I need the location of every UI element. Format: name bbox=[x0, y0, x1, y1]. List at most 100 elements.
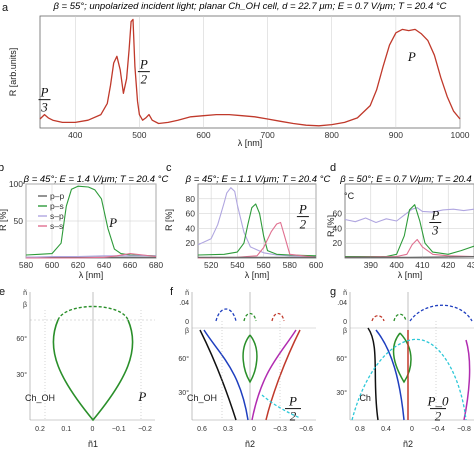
annotation-pitch-numerator: P bbox=[40, 85, 49, 100]
x-tick-label: −0.1 bbox=[112, 426, 126, 433]
annotation-phase-label: Ch_OH bbox=[187, 393, 217, 403]
series-c bbox=[197, 187, 317, 259]
panel-label-f: f bbox=[170, 286, 174, 298]
series-line-s–s bbox=[344, 238, 474, 258]
series-a bbox=[39, 18, 461, 127]
x-ticks-d: 390 400 410 420 430 bbox=[364, 260, 474, 270]
x-axis-label-d: λ [nm] bbox=[398, 270, 423, 280]
solution-branch-curve bbox=[251, 329, 297, 421]
legend-entry: s–s bbox=[50, 221, 63, 231]
series-line-s–p bbox=[25, 255, 156, 258]
chart-f: 0.6 0.3 0 −0.3 −0.6 ñ .04 0 β 60° 30° ñ2 Ch_OH P2 bbox=[178, 290, 316, 449]
annotation-pitch-denominator: 2 bbox=[435, 409, 442, 424]
plot-frame-c bbox=[197, 183, 317, 259]
solution-branch-curve bbox=[199, 329, 237, 421]
x-tick-label: 520 bbox=[204, 260, 218, 270]
y-tick-label: 80 bbox=[186, 194, 196, 204]
x-tick-label: 0 bbox=[252, 426, 256, 433]
legend-entry: p–p bbox=[50, 191, 64, 201]
annotation-pitch-numerator: P bbox=[139, 57, 148, 72]
x-axis-label-c: λ [nm] bbox=[245, 270, 270, 280]
y-ticks-g: ñ .04 0 β 60° 30° bbox=[336, 290, 347, 397]
y-tick-label: 60° bbox=[16, 335, 27, 343]
annotation-pitch: P bbox=[137, 389, 146, 404]
annotation-phase-label: Ch bbox=[359, 393, 371, 403]
y-axis-label-c: R [%] bbox=[164, 209, 174, 231]
annotations-f: Ch_OH P2 bbox=[187, 393, 301, 424]
x-tick-label: 620 bbox=[71, 260, 85, 270]
y-tick-label: ñ bbox=[23, 290, 27, 297]
grid-d bbox=[345, 184, 474, 258]
y-tick-label: 30° bbox=[16, 371, 27, 379]
x-tick-label: 0 bbox=[91, 426, 95, 433]
annotation-pitch-denominator: 2 bbox=[141, 72, 148, 87]
panel-label-e: e bbox=[0, 286, 5, 298]
solution-branch-curve bbox=[392, 332, 412, 384]
annotation-pitch-denominator: 2 bbox=[290, 409, 297, 424]
x-tick-label: 1000 bbox=[451, 130, 470, 140]
y-tick-label: 30° bbox=[178, 389, 189, 397]
annotations-c: P2 bbox=[296, 202, 309, 232]
solution-branch-curve bbox=[463, 339, 471, 421]
grid-b bbox=[25, 183, 157, 258]
x-tick-label: −0.3 bbox=[273, 426, 287, 433]
series-line-s–s bbox=[26, 253, 157, 259]
grid-c bbox=[198, 184, 317, 258]
complex-branch-curve bbox=[409, 304, 473, 322]
y-tick-label: ñ bbox=[343, 290, 347, 297]
x-axis-label-e: ñ1 bbox=[88, 439, 98, 449]
annotations-d: P3 bbox=[429, 208, 442, 238]
complex-branch-curve bbox=[393, 313, 407, 322]
chart-title-d: β = 50°; E = 0.7 V/μm; T = 20.4 bbox=[339, 174, 471, 185]
annotations-g: Ch P_02 bbox=[359, 393, 449, 424]
y-tick-label: .04 bbox=[179, 300, 189, 307]
annotation-pitch-numerator: P bbox=[298, 202, 307, 217]
legend-entry: s–p bbox=[50, 211, 64, 221]
solution-branch-curve bbox=[375, 329, 405, 421]
x-tick-label: 420 bbox=[441, 260, 455, 270]
y-tick-label: β bbox=[23, 302, 27, 309]
annotation-pitch: P bbox=[407, 49, 416, 64]
solution-branch-curve bbox=[242, 334, 258, 384]
x-ticks-b: 580 600 620 640 660 680 bbox=[19, 260, 163, 270]
annotation-pitch-denominator: 2 bbox=[300, 217, 307, 232]
x-tick-label: 410 bbox=[415, 260, 429, 270]
annotations-b: P bbox=[108, 215, 117, 230]
panel-label-b: b bbox=[0, 162, 4, 174]
x-tick-label: 0.3 bbox=[223, 426, 233, 433]
annotation-phase-label: Ch_OH bbox=[25, 393, 55, 403]
y-axis-label-b: R [%] bbox=[0, 209, 8, 231]
y-tick-label: 60 bbox=[333, 209, 343, 219]
x-tick-label: 0 bbox=[410, 426, 414, 433]
chart-title-c: β = 45°; E = 1.1 V/μm; T = 20.4 °C bbox=[185, 174, 331, 185]
annotation-pitch-denominator: 3 bbox=[40, 100, 48, 115]
x-tick-label: 400 bbox=[68, 130, 82, 140]
y-ticks-d: 20 40 60 bbox=[333, 209, 343, 249]
x-tick-label: 800 bbox=[325, 130, 339, 140]
chart-c: 520 540 560 580 600 20 40 60 80 β = 45°; E = 1.… bbox=[164, 174, 330, 280]
x-tick-label: 560 bbox=[256, 260, 270, 270]
x-tick-label: 430 bbox=[467, 260, 474, 270]
grid-a bbox=[75, 16, 461, 128]
y-tick-label: β bbox=[185, 328, 189, 335]
y-tick-label: 60° bbox=[178, 355, 189, 363]
chart-title-b: β = 45°; E = 1.4 V/μm; T = 20.4 °C bbox=[23, 174, 169, 185]
x-tick-label: 580 bbox=[283, 260, 297, 270]
annotation-pitch: P bbox=[108, 215, 117, 230]
x-tick-label: 500 bbox=[132, 130, 146, 140]
x-tick-label: 0.1 bbox=[61, 426, 71, 433]
x-axis-label-f: ñ2 bbox=[245, 439, 255, 449]
chart-e: 0.2 0.1 0 −0.1 −0.2 ñβ 60° 30° ñ1 Ch_OH P bbox=[16, 290, 155, 449]
y-ticks-e: ñβ 60° 30° bbox=[16, 290, 27, 379]
series-line-p–s bbox=[197, 203, 317, 257]
x-tick-label: 700 bbox=[261, 130, 275, 140]
panel-label-g: g bbox=[330, 286, 336, 298]
series-b bbox=[25, 185, 157, 259]
x-tick-label: 390 bbox=[364, 260, 378, 270]
y-tick-label: 60° bbox=[336, 355, 347, 363]
chart-b: 580 600 620 640 660 680 50 100 β = 45°; E = 1.… bbox=[0, 174, 168, 280]
complex-branch-curve bbox=[57, 305, 129, 321]
complex-branch-curve bbox=[271, 312, 285, 322]
y-axis-label-a: R [arb.units] bbox=[8, 48, 18, 97]
y-tick-label: 40 bbox=[186, 223, 196, 233]
